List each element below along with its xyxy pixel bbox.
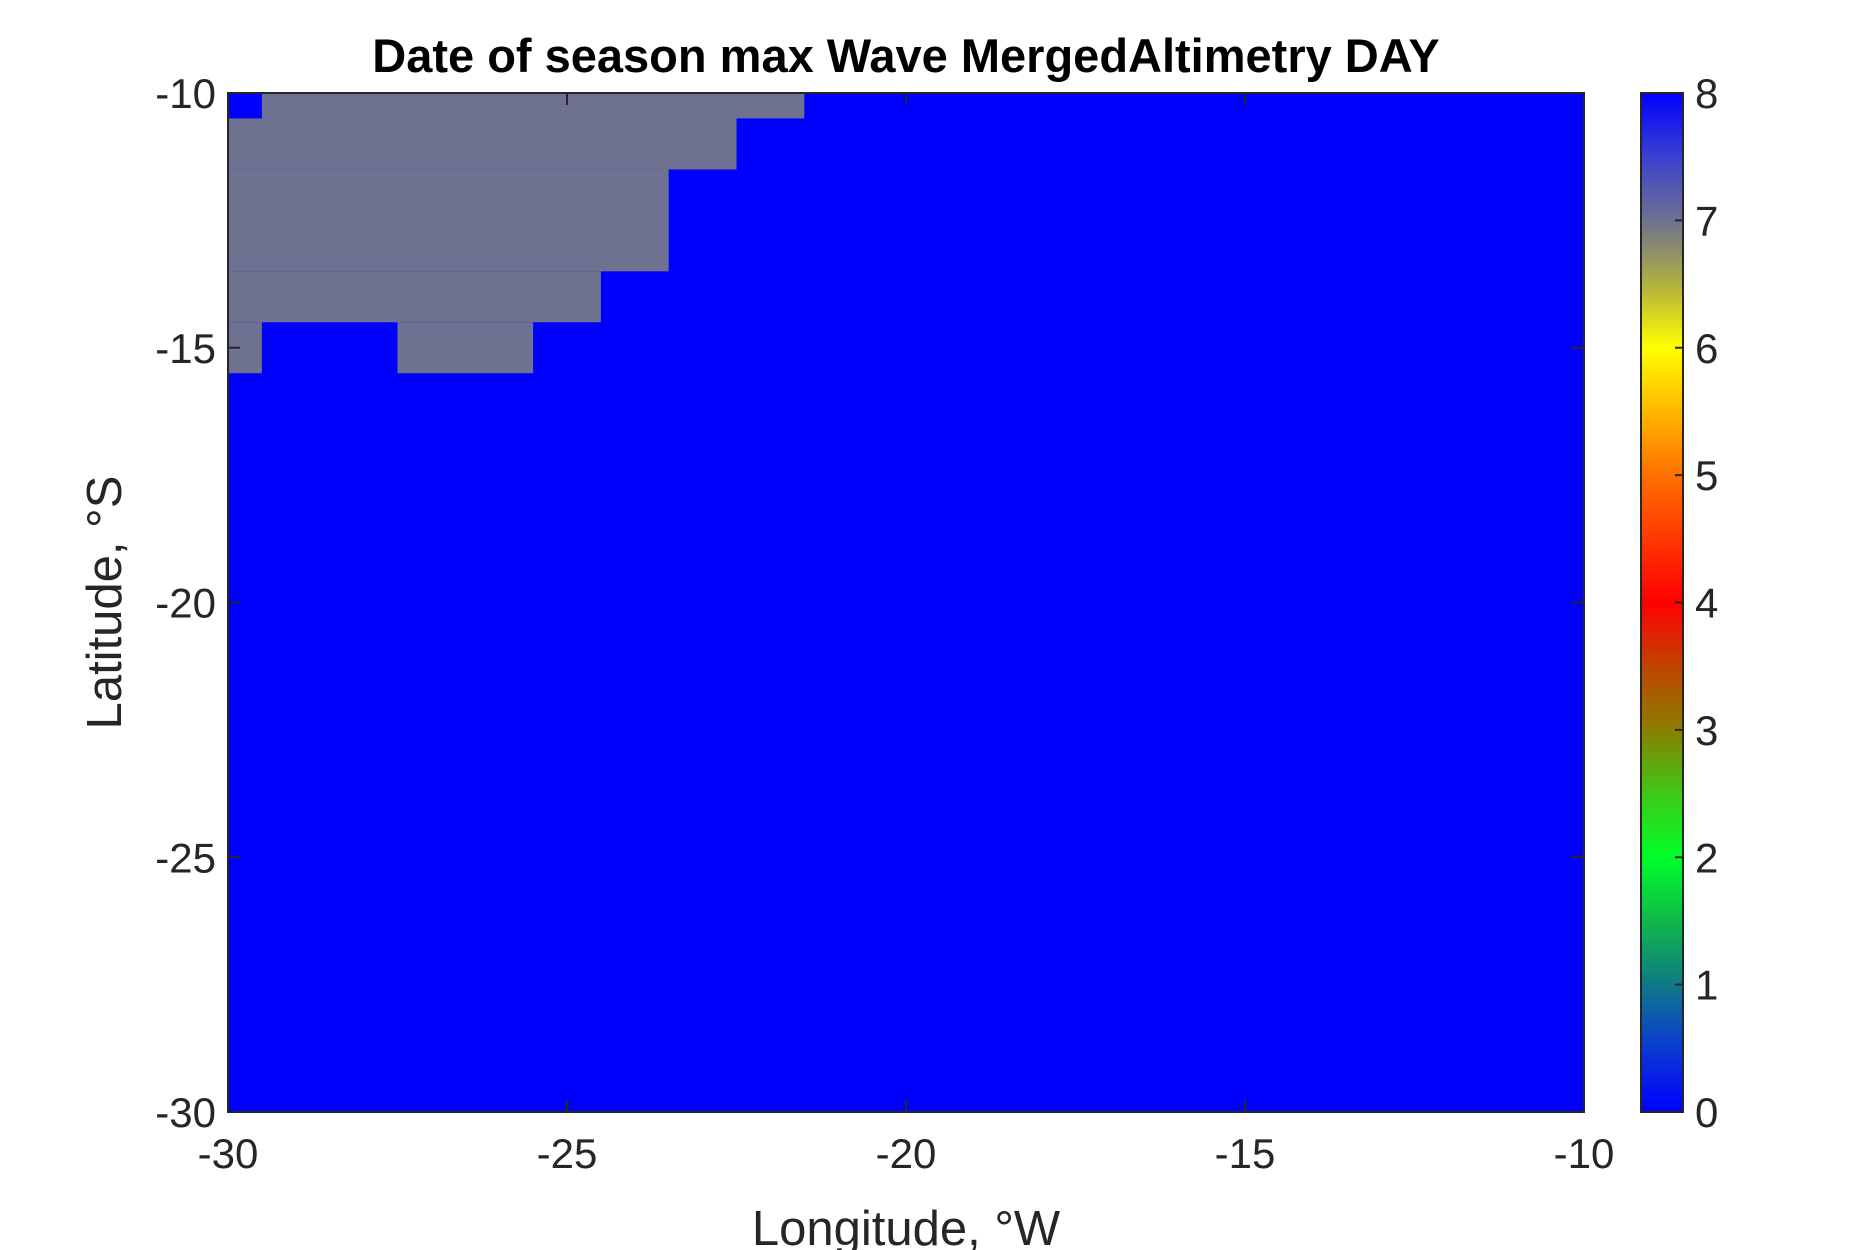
colorbar-tick-label-5: 5 bbox=[1695, 452, 1718, 499]
y-tick-label-0: -10 bbox=[155, 70, 216, 117]
y-axis-label: Latitude, °S bbox=[78, 476, 132, 730]
heatmap-cell-0 bbox=[228, 93, 262, 119]
x-tick-label-0: -30 bbox=[198, 1130, 259, 1177]
x-tick-label-3: -15 bbox=[1215, 1130, 1276, 1177]
colorbar-tick-label-1: 1 bbox=[1695, 962, 1718, 1009]
colorbar-tick-label-6: 6 bbox=[1695, 325, 1718, 372]
heatmap-cell-2 bbox=[228, 118, 737, 170]
x-tick-label-2: -20 bbox=[876, 1130, 937, 1177]
y-tick-label-3: -25 bbox=[155, 834, 216, 881]
heatmap-cells bbox=[228, 93, 805, 374]
colorbar-tick-label-0: 0 bbox=[1695, 1089, 1718, 1136]
x-tick-label-4: -10 bbox=[1554, 1130, 1615, 1177]
heatmap-cell-6 bbox=[397, 322, 534, 374]
colorbar-tick-label-8: 8 bbox=[1695, 70, 1718, 117]
colorbar-tick-label-4: 4 bbox=[1695, 580, 1718, 627]
colorbar-tick-label-3: 3 bbox=[1695, 707, 1718, 754]
y-tick-label-2: -20 bbox=[155, 580, 216, 627]
axes: -30 -25 -20 -15 -10 -10 -15 -20 -25 -30 bbox=[155, 70, 1614, 1177]
x-axis-label: Longitude, °W bbox=[752, 1202, 1061, 1250]
y-tick-label-4: -30 bbox=[155, 1089, 216, 1136]
heatmap-cell-4 bbox=[228, 271, 601, 323]
heatmap-cell-1 bbox=[261, 93, 805, 119]
heatmap-cell-3 bbox=[228, 169, 669, 272]
chart-title: Date of season max Wave MergedAltimetry … bbox=[372, 29, 1439, 82]
y-tick-label-1: -15 bbox=[155, 325, 216, 372]
x-tick-label-1: -25 bbox=[537, 1130, 598, 1177]
colorbar-tick-label-7: 7 bbox=[1695, 197, 1718, 244]
colorbar-tick-label-2: 2 bbox=[1695, 834, 1718, 881]
colorbar: 0 1 2 3 4 5 6 7 8 bbox=[1640, 70, 1718, 1136]
